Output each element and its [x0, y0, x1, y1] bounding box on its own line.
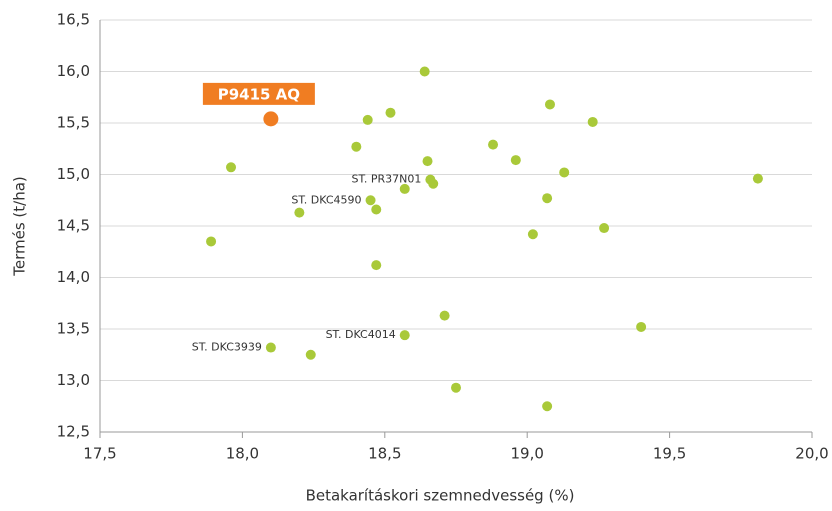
point: [419, 66, 430, 77]
point: [206, 236, 217, 247]
x-axis-label: Betakarításkori szemnedvesség (%): [306, 487, 575, 505]
y-tick-label: 12,5: [57, 423, 90, 441]
y-tick-label: 14,5: [57, 217, 90, 235]
point: [399, 183, 410, 194]
point: [365, 195, 376, 206]
x-tick-label: 19,0: [510, 445, 543, 463]
y-tick-label: 13,0: [57, 371, 90, 389]
x-tick-label: 19,5: [653, 445, 686, 463]
point: [263, 111, 279, 127]
point: [362, 114, 373, 125]
point: [428, 178, 439, 189]
x-tick-label: 18,5: [368, 445, 401, 463]
y-tick-label: 16,0: [57, 62, 90, 80]
point: [544, 99, 555, 110]
point: [599, 223, 610, 234]
point: [527, 229, 538, 240]
x-tick-label: 17,5: [83, 445, 116, 463]
y-tick-label: 15,0: [57, 165, 90, 183]
point-label: ST. PR37N01: [351, 173, 421, 186]
point: [451, 382, 461, 393]
point: [265, 342, 276, 353]
point: [542, 401, 553, 412]
point: [385, 107, 396, 118]
point: [587, 116, 598, 127]
x-tick-label: 20,0: [795, 445, 828, 463]
point: [752, 173, 763, 184]
point: [371, 260, 382, 271]
y-tick-label: 14,0: [57, 268, 90, 286]
point: [559, 167, 570, 178]
point: [439, 310, 450, 321]
highlight-box: [202, 82, 315, 105]
point-label: ST. DKC4590: [291, 193, 361, 206]
y-tick-label: 13,5: [57, 320, 90, 338]
point-label: ST. DKC4014: [326, 328, 396, 341]
point: [542, 193, 553, 204]
point: [305, 349, 316, 360]
y-tick-label: 16,5: [57, 11, 90, 29]
point: [371, 204, 382, 215]
point: [351, 141, 362, 152]
point: [294, 207, 305, 218]
point: [399, 330, 410, 341]
y-tick-label: 15,5: [57, 114, 90, 132]
point: [636, 321, 647, 332]
point: [226, 162, 237, 173]
point: [422, 156, 433, 167]
point: [510, 155, 521, 166]
x-tick-label: 18,0: [226, 445, 259, 463]
y-axis-label: Termés (t/ha): [11, 176, 29, 277]
point-label: ST. DKC3939: [192, 341, 262, 354]
highlight-label: P9415 AQ: [218, 85, 300, 103]
point: [488, 139, 499, 150]
